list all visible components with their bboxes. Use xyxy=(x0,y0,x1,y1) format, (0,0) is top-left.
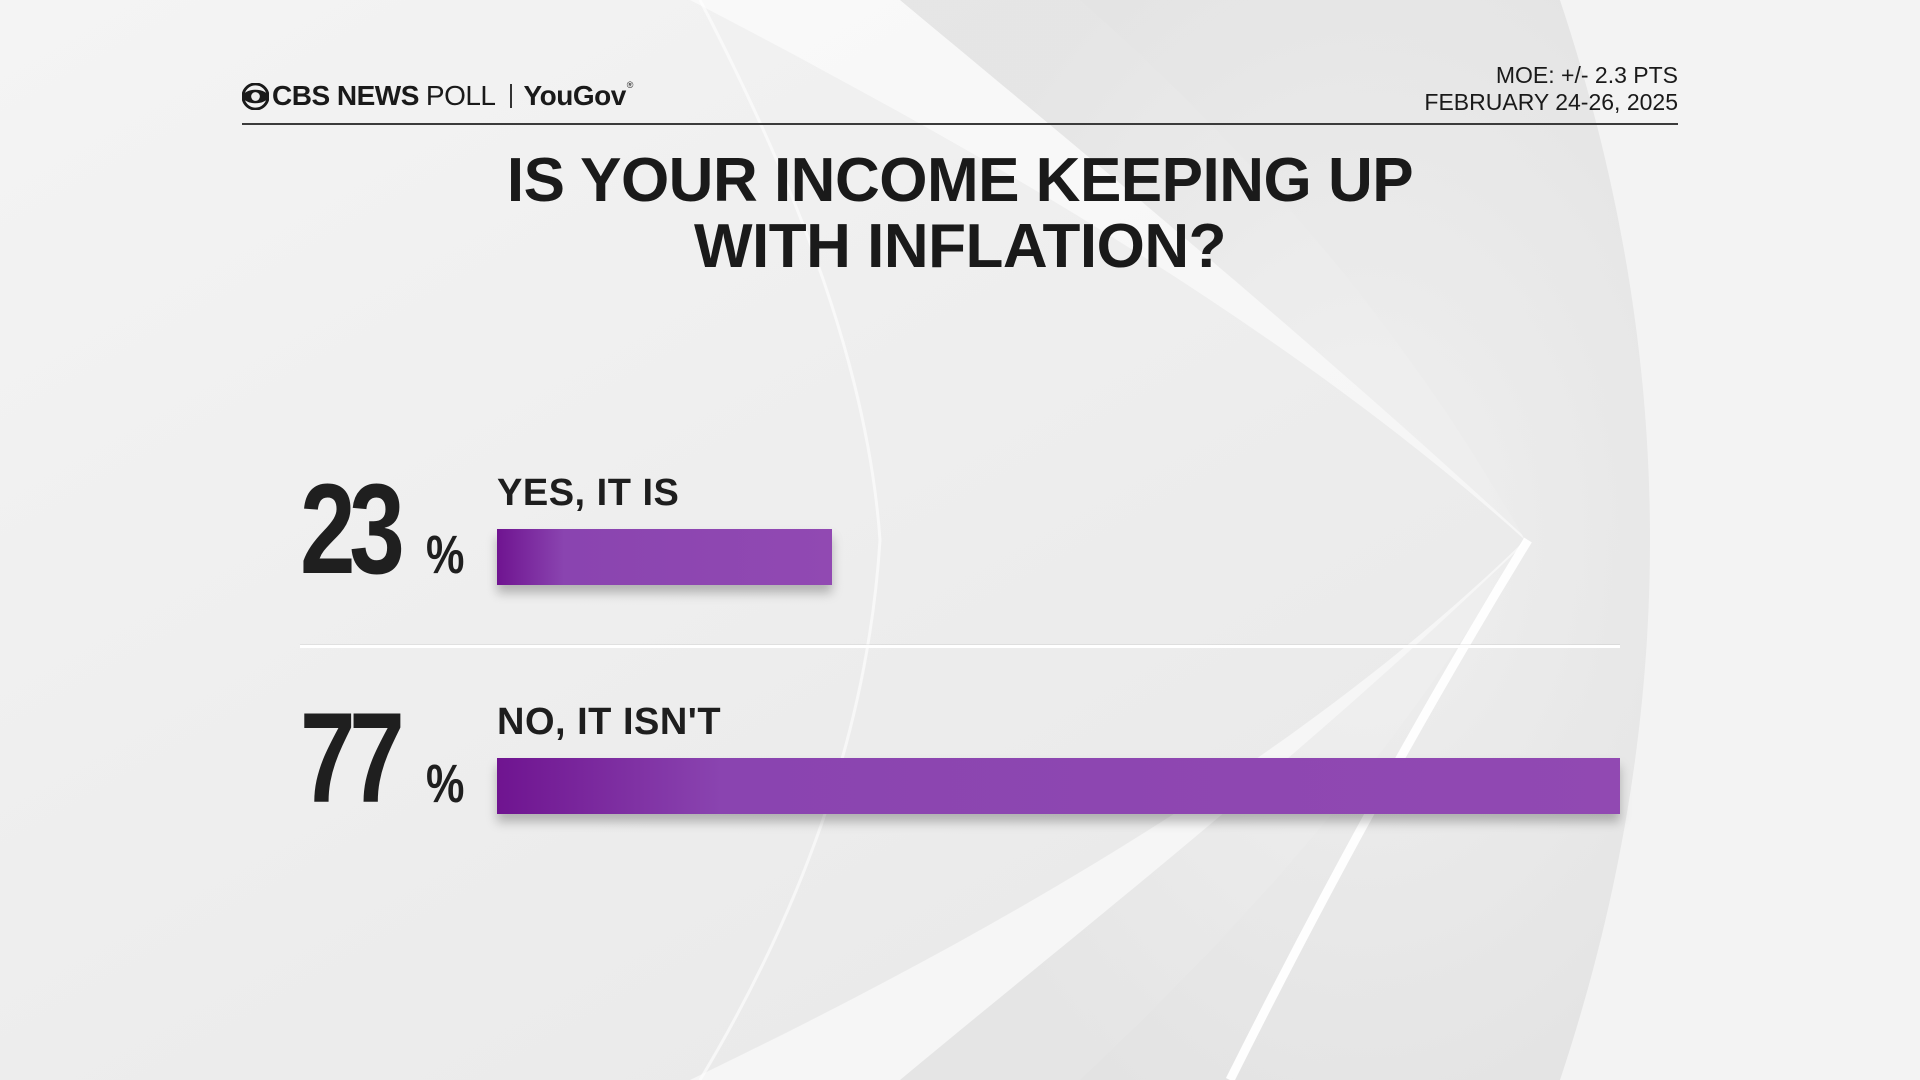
value-unit-no: % xyxy=(426,754,465,814)
margin-of-error: MOE: +/- 2.3 PTS xyxy=(1495,62,1678,88)
header-rule xyxy=(242,123,1678,125)
value-unit-yes: % xyxy=(426,525,465,585)
brand-partner-mark: ® xyxy=(626,80,634,90)
chart-title-line-2: WITH INFLATION? xyxy=(693,212,1227,281)
brand-cbs: CBS NEWS xyxy=(272,80,419,111)
value-number-no: 77 xyxy=(300,687,405,830)
poll-meta: MOE: +/- 2.3 PTS FEBRUARY 24-26, 2025 xyxy=(1424,62,1678,116)
poll-dates: FEBRUARY 24-26, 2025 xyxy=(1424,89,1678,115)
value-label-no: 77 % xyxy=(300,695,474,823)
bar-yes xyxy=(497,529,832,585)
brand-separator xyxy=(509,84,512,108)
brand-partner-name: YouGov xyxy=(523,80,627,111)
brand-partner: YouGov® xyxy=(523,80,634,112)
chart-title-line-1: IS YOUR INCOME KEEPING UP xyxy=(506,146,1414,215)
row-divider xyxy=(300,645,1620,648)
cbs-eye-icon xyxy=(242,82,269,110)
header: CBS NEWS POLL YouGov® MOE: +/- 2.3 PTS F… xyxy=(242,62,1678,124)
value-number-yes: 23 xyxy=(300,458,405,601)
chart-title: IS YOUR INCOME KEEPING UP WITH INFLATION… xyxy=(300,148,1620,280)
brand-poll: POLL xyxy=(425,80,496,111)
category-label-no: NO, IT ISN'T xyxy=(497,701,722,743)
category-label-yes: YES, IT IS xyxy=(497,472,680,514)
brand-logo: CBS NEWS POLL YouGov® xyxy=(242,80,633,112)
value-label-yes: 23 % xyxy=(300,466,474,594)
bar-no xyxy=(497,758,1620,814)
